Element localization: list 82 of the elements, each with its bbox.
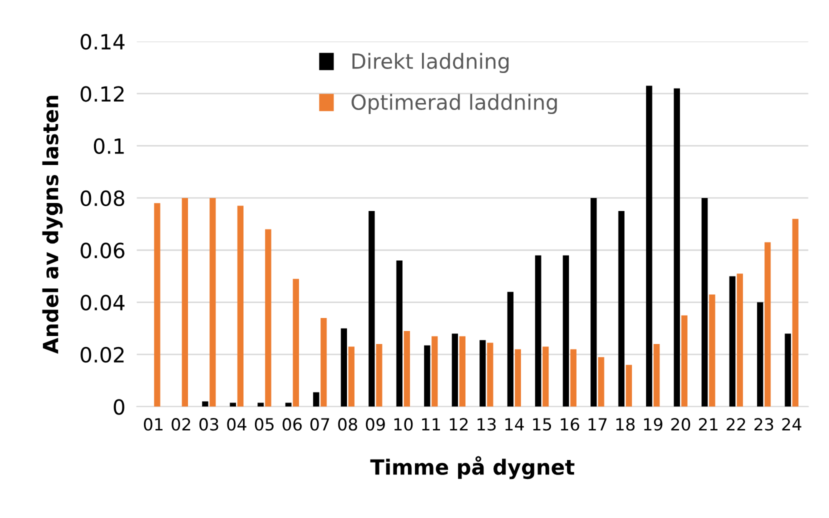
bar bbox=[764, 242, 771, 407]
bar bbox=[459, 336, 466, 407]
y-tick-label: 0.14 bbox=[80, 34, 125, 50]
bar bbox=[313, 392, 320, 407]
bar bbox=[340, 328, 347, 407]
bar bbox=[590, 198, 597, 407]
x-tick-label: 12 bbox=[450, 418, 468, 430]
y-tick-label: 0 bbox=[114, 399, 124, 415]
bar bbox=[709, 294, 716, 407]
bar bbox=[654, 344, 660, 407]
x-axis-title: Timme på dygnet bbox=[370, 456, 574, 480]
x-tick-label: 07 bbox=[310, 418, 330, 431]
x-tick-label: 01 bbox=[144, 418, 162, 431]
bar bbox=[562, 255, 569, 407]
bar bbox=[376, 344, 382, 407]
x-tick-label: 08 bbox=[338, 418, 358, 431]
bar bbox=[729, 276, 736, 407]
x-tick-label: 15 bbox=[533, 418, 552, 431]
x-tick-label: 21 bbox=[699, 418, 718, 430]
bar bbox=[681, 315, 688, 407]
x-tick-label: 18 bbox=[616, 418, 635, 431]
bar bbox=[570, 349, 576, 407]
y-tick-label: 0.08 bbox=[80, 190, 124, 206]
bar bbox=[320, 318, 327, 407]
x-tick-label: 10 bbox=[394, 418, 413, 431]
x-tick-label: 06 bbox=[282, 418, 302, 431]
bar bbox=[258, 402, 264, 407]
bar bbox=[618, 210, 624, 407]
bar bbox=[182, 198, 188, 407]
y-tick-label: 0.12 bbox=[80, 86, 124, 102]
bar bbox=[757, 302, 764, 407]
y-axis-title: Andel av dygns lasten bbox=[42, 96, 63, 354]
bar bbox=[230, 402, 236, 407]
x-tick-label: 17 bbox=[588, 418, 607, 430]
bar bbox=[368, 210, 375, 407]
x-tick-label: 11 bbox=[422, 418, 440, 430]
bar bbox=[507, 292, 514, 407]
bar bbox=[285, 402, 292, 407]
bar bbox=[432, 336, 438, 407]
x-tick-label: 14 bbox=[505, 418, 524, 430]
bar bbox=[424, 345, 430, 407]
x-tick-label: 22 bbox=[726, 418, 746, 430]
bar bbox=[237, 206, 244, 407]
x-tick-label: 04 bbox=[227, 418, 246, 431]
bar bbox=[154, 203, 160, 407]
bar bbox=[514, 349, 521, 407]
x-tick-label: 05 bbox=[254, 418, 274, 431]
x-tick-label: 02 bbox=[172, 418, 190, 431]
x-tick-label: 20 bbox=[671, 418, 690, 431]
bar bbox=[542, 346, 549, 407]
bar bbox=[784, 334, 791, 407]
x-tick-label: 03 bbox=[199, 418, 218, 431]
bar bbox=[396, 260, 402, 407]
bar bbox=[452, 334, 458, 407]
bar bbox=[674, 88, 680, 407]
x-tick-label: 13 bbox=[478, 418, 496, 431]
y-tick-label: 0.06 bbox=[80, 242, 124, 258]
bar bbox=[487, 342, 494, 407]
y-tick-label: 0.02 bbox=[80, 346, 124, 363]
legend-label: Optimerad laddning bbox=[352, 94, 557, 114]
y-tick-label: 0.04 bbox=[80, 294, 125, 310]
bar bbox=[598, 357, 604, 407]
bar bbox=[792, 218, 798, 407]
x-tick-label: 19 bbox=[644, 418, 662, 431]
bar bbox=[480, 340, 486, 407]
y-tick-label: 0.1 bbox=[94, 138, 124, 154]
bar bbox=[626, 364, 632, 407]
bar bbox=[210, 198, 216, 407]
x-tick-label: 09 bbox=[366, 418, 385, 431]
bar bbox=[348, 346, 354, 407]
legend-label: Direkt laddning bbox=[352, 52, 509, 74]
bar bbox=[736, 274, 743, 407]
bar bbox=[404, 330, 410, 407]
bar bbox=[265, 229, 272, 407]
bar bbox=[702, 198, 708, 407]
bar bbox=[292, 278, 299, 407]
x-tick-label: 24 bbox=[782, 418, 802, 430]
bar bbox=[202, 401, 208, 407]
x-tick-label: 16 bbox=[560, 418, 580, 431]
x-tick-label: 23 bbox=[754, 418, 774, 431]
bar bbox=[646, 86, 652, 407]
bar bbox=[535, 255, 542, 407]
